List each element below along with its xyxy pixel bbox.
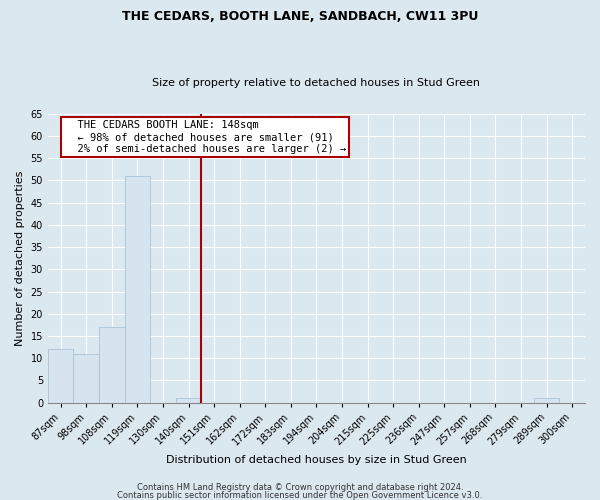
X-axis label: Distribution of detached houses by size in Stud Green: Distribution of detached houses by size …	[166, 455, 467, 465]
Bar	[48, 350, 73, 403]
Text: THE CEDARS BOOTH LANE: 148sqm
  ← 98% of detached houses are smaller (91)
  2% o: THE CEDARS BOOTH LANE: 148sqm ← 98% of d…	[65, 120, 346, 154]
Bar	[125, 176, 150, 402]
Bar	[73, 354, 99, 403]
Text: THE CEDARS, BOOTH LANE, SANDBACH, CW11 3PU: THE CEDARS, BOOTH LANE, SANDBACH, CW11 3…	[122, 10, 478, 23]
Y-axis label: Number of detached properties: Number of detached properties	[15, 170, 25, 346]
Bar	[176, 398, 202, 402]
Bar	[534, 398, 559, 402]
Text: Contains HM Land Registry data © Crown copyright and database right 2024.: Contains HM Land Registry data © Crown c…	[137, 484, 463, 492]
Bar	[99, 327, 125, 402]
Title: Size of property relative to detached houses in Stud Green: Size of property relative to detached ho…	[152, 78, 481, 88]
Text: Contains public sector information licensed under the Open Government Licence v3: Contains public sector information licen…	[118, 490, 482, 500]
